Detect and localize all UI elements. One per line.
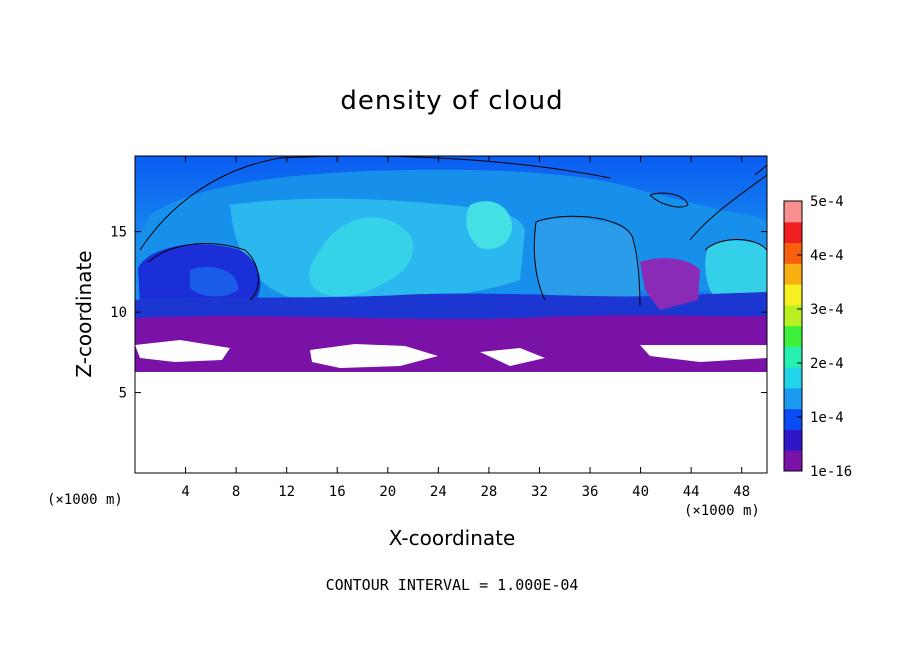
y-tick-label: 10	[110, 305, 127, 321]
contour-interval: CONTOUR INTERVAL = 1.000E-04	[325, 576, 579, 594]
field-clear-holes	[135, 340, 767, 368]
colorbar-tick-label: 1e-4	[810, 410, 844, 426]
colorbar-frame	[783, 200, 803, 472]
field-cyan-right	[705, 240, 767, 302]
colorbar-tick-label: 3e-4	[810, 302, 844, 318]
x-tick-label: 20	[379, 484, 396, 500]
colorbar-segment	[784, 263, 802, 285]
x-unit-right: (×1000 m)	[684, 503, 760, 519]
field-clear-air	[135, 372, 767, 473]
x-tick-label: 16	[329, 484, 346, 500]
y-axis-label: Z-coordinate	[72, 250, 96, 378]
field-cyan-swirl-1	[309, 217, 414, 297]
y-ticks: 5 10 15	[110, 225, 767, 402]
colorbar-segment	[784, 408, 802, 430]
x-tick-label: 32	[531, 484, 548, 500]
field-magenta-patch	[640, 258, 700, 310]
x-axis-label: X-coordinate	[388, 526, 516, 550]
y-tick-label: 5	[119, 386, 127, 402]
x-ticks: 4 8 12 16 20 24 28 32 36 40 44 48	[181, 156, 750, 500]
colorbar-tick-label: 2e-4	[810, 356, 844, 372]
colorbar-segment	[784, 242, 802, 264]
colorbar: 5e-4 4e-4 3e-4 2e-4 1e-4 1e-16	[783, 194, 852, 480]
field-dark-layer	[135, 292, 767, 322]
chart-title: density of cloud	[340, 86, 564, 116]
colorbar-segment	[784, 221, 802, 244]
colorbar-segment	[784, 429, 802, 451]
colorbar-segment	[784, 304, 802, 327]
cloud-field	[135, 156, 767, 473]
x-tick-label: 44	[683, 484, 700, 500]
field-right-cell	[534, 218, 640, 305]
x-tick-label: 40	[632, 484, 649, 500]
x-tick-label: 24	[430, 484, 447, 500]
field-purple-layer	[135, 315, 767, 372]
colorbar-tick-label: 4e-4	[810, 248, 844, 264]
colorbar-segment	[784, 201, 802, 223]
colorbar-segment	[784, 367, 802, 389]
colorbar-segment	[784, 450, 802, 472]
x-unit-left: (×1000 m)	[47, 492, 123, 508]
y-tick-label: 15	[110, 225, 127, 241]
field-cyan-swirl-2	[466, 201, 512, 250]
colorbar-tick-label: 5e-4	[810, 194, 844, 210]
colorbar-segment	[784, 346, 802, 368]
contour-lines	[139, 156, 767, 307]
x-tick-label: 36	[582, 484, 599, 500]
colorbar-segment	[784, 387, 802, 410]
x-tick-label: 12	[278, 484, 295, 500]
x-tick-label: 8	[232, 484, 240, 500]
colorbar-segment	[784, 325, 802, 347]
x-tick-label: 4	[181, 484, 189, 500]
colorbar-segment	[784, 284, 802, 306]
x-tick-label: 28	[480, 484, 497, 500]
plot-frame	[134, 155, 768, 474]
x-tick-label: 48	[733, 484, 750, 500]
field-dark-swirl-inner	[190, 266, 239, 297]
colorbar-tick-label: 1e-16	[810, 464, 852, 480]
